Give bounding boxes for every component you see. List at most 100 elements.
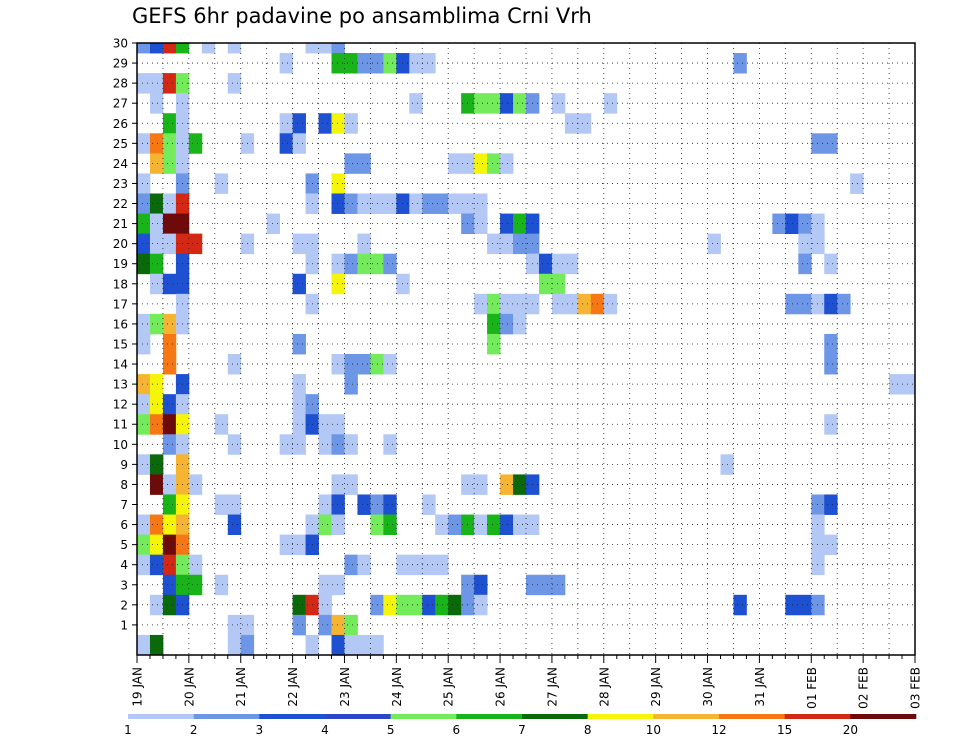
heatmap-cell-m22-s21 <box>396 193 410 214</box>
colorbar-label: 5 <box>387 723 395 737</box>
heatmap-cell-m27-s33 <box>551 93 566 114</box>
heatmap-cell-m13-s13 <box>292 374 306 395</box>
heatmap-cell-m19-s34 <box>564 253 579 275</box>
heatmap-cell-m8-s16 <box>331 474 345 495</box>
heatmap-cell-m28-s3 <box>162 73 177 94</box>
heatmap-cell-m19-s20 <box>383 253 397 275</box>
heatmap-cell-m21-s1 <box>137 213 151 235</box>
heatmap-cell-m12-s2 <box>149 394 164 415</box>
heatmap-cell-m19-s16 <box>331 253 345 275</box>
heatmap-cell-m10-s16 <box>331 434 345 455</box>
heatmap-cell-m1-s13 <box>292 614 306 636</box>
y-tick-label: 9 <box>120 458 128 472</box>
heatmap-cell-m22-s3 <box>162 193 177 214</box>
heatmap-cell-m26-s17 <box>344 113 358 134</box>
heatmap-cell-m4-s21 <box>396 554 410 576</box>
heatmap-cell-m16-s29 <box>500 313 514 335</box>
heatmap-cell-m5-s1 <box>137 534 151 556</box>
x-tick-label: 19 JAN <box>131 667 145 707</box>
heatmap-cell-m10-s3 <box>162 434 177 455</box>
heatmap-cell-m21-s2 <box>149 213 164 235</box>
heatmap-cell-m28-s2 <box>149 73 164 94</box>
heatmap-cell-m27-s27 <box>474 93 488 114</box>
heatmap-cell-m16-s1 <box>137 313 151 335</box>
heatmap-cell-m14-s54 <box>824 354 838 375</box>
y-tick-label: 1 <box>120 618 128 632</box>
colorbar-label: 20 <box>843 723 858 737</box>
heatmap-cell-m16-s28 <box>487 313 501 335</box>
heatmap-cell-m30-s16 <box>331 43 345 54</box>
colorbar: 1 2 3 4 5 6 7 8 10 12 15 20 <box>124 714 917 737</box>
heatmap-cell-m4-s18 <box>357 554 371 576</box>
heatmap-cell-m17-s55 <box>837 293 851 315</box>
heatmap-cell-m5-s13 <box>292 534 306 556</box>
heatmap-cell-m3-s32 <box>538 574 553 596</box>
heatmap-cell-m2-s3 <box>162 594 177 616</box>
heatmap-cell-m27-s22 <box>409 93 423 114</box>
heatmap-cell-m7-s3 <box>162 494 177 515</box>
heatmap-cell-m27-s28 <box>487 93 501 114</box>
heatmap-cell-m13-s2 <box>149 374 164 395</box>
heatmap-cell-m13-s1 <box>137 374 151 395</box>
x-tick-label: 26 JAN <box>494 667 508 707</box>
heatmap-cell-m0-s1 <box>137 634 151 656</box>
heatmap-cell-m23-s1 <box>137 173 151 194</box>
heatmap-cell-m7-s18 <box>357 494 371 515</box>
heatmap-cell-m3-s33 <box>551 574 566 596</box>
heatmap-cell-m20-s5 <box>188 233 203 255</box>
heatmap-cell-m27-s29 <box>500 93 514 114</box>
x-tick-label: 21 JAN <box>234 667 248 707</box>
heatmap-cell-m26-s16 <box>331 113 345 134</box>
heatmap-cell-m30-s8 <box>227 43 242 54</box>
heatmap-cell-m17-s33 <box>551 293 566 315</box>
heatmap-cell-m19-s18 <box>357 253 371 275</box>
heatmap-cell-m25-s2 <box>149 133 164 154</box>
heatmap-cell-m4-s2 <box>149 554 164 576</box>
heatmap-cell-m6-s8 <box>227 514 242 536</box>
heatmap-cell-m3-s27 <box>474 574 488 596</box>
heatmap-cell-m24-s2 <box>149 153 164 174</box>
heatmap-cell-m9-s2 <box>149 454 164 475</box>
heatmap-cell-m8-s5 <box>188 474 203 495</box>
y-tick-label: 26 <box>113 117 128 131</box>
heatmap-cell-m6-s16 <box>331 514 345 536</box>
heatmap-cell-m16-s3 <box>162 313 177 335</box>
heatmap-cell-m18-s2 <box>149 273 164 295</box>
heatmap-cell-m25-s3 <box>162 133 177 154</box>
heatmap-cell-m24-s28 <box>487 153 501 174</box>
heatmap-cell-m10-s15 <box>318 434 332 455</box>
heatmap-cell-m4-s23 <box>422 554 436 576</box>
chart-title: GEFS 6hr padavine po ansamblima Crni Vrh <box>132 4 592 28</box>
heatmap-cell-m21-s11 <box>266 213 281 235</box>
heatmap-cell-m22-s22 <box>409 193 423 214</box>
y-tick-label: 3 <box>120 578 128 592</box>
heatmap-cell-m1-s15 <box>318 614 332 636</box>
heatmap-cell-m4-s3 <box>162 554 177 576</box>
heatmap-cell-m29-s17 <box>344 53 358 74</box>
heatmap-cell-m10-s20 <box>383 434 397 455</box>
heatmap-cell-m19-s33 <box>551 253 566 275</box>
colorbar-swatch <box>587 714 654 719</box>
heatmap-cell-m6-s20 <box>383 514 397 536</box>
x-tick-label: 30 JAN <box>701 667 715 707</box>
heatmap-cell-m21-s29 <box>500 213 514 235</box>
y-tick-label: 15 <box>113 337 128 351</box>
heatmap-cell-m21-s52 <box>798 213 812 235</box>
heatmap-cell-m6-s2 <box>149 514 164 536</box>
heatmap-cell-m20-s29 <box>500 233 514 255</box>
heatmap-cell-m21-s3 <box>162 213 177 235</box>
heatmap-cell-m2-s25 <box>448 594 462 616</box>
y-tick-label: 17 <box>113 297 128 311</box>
heatmap-cell-m22-s27 <box>474 193 488 214</box>
heatmap-cell-m25-s12 <box>279 133 293 154</box>
heatmap-cell-m20-s2 <box>149 233 164 255</box>
heatmap-cell-m6-s24 <box>435 514 449 536</box>
heatmap-cell-m14-s16 <box>331 354 345 375</box>
heatmap-cell-m5-s54 <box>824 534 838 556</box>
y-tick-label: 18 <box>113 277 128 291</box>
heatmap-cell-m0-s2 <box>149 634 164 656</box>
y-tick-label: 23 <box>113 177 128 191</box>
heatmap-cell-m14-s3 <box>162 354 177 375</box>
x-tick-label: 22 JAN <box>286 667 300 707</box>
heatmap-cell-m0-s14 <box>305 634 319 656</box>
